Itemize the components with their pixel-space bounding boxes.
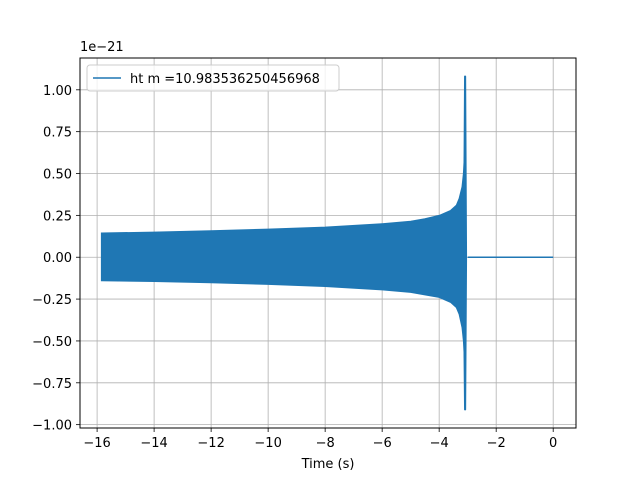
x-axis-label: Time (s) (301, 457, 355, 472)
legend: ht m =10.983536250456968 (86, 64, 340, 92)
y-tick-label: 1.00 (43, 84, 72, 99)
y-tick-label: −1.00 (32, 419, 72, 434)
plot-frame (79, 57, 577, 429)
y-tick-label: 0.25 (43, 209, 72, 224)
x-axis-ticks: −16 −14 −12 −10 −8 −6 −4 −2 0 (83, 428, 557, 451)
y-tick-label: −0.25 (32, 293, 72, 308)
y-tick-label: −0.50 (32, 335, 72, 350)
y-tick-label: 0.00 (43, 251, 72, 266)
legend-box (86, 64, 340, 92)
x-tick-label: −14 (140, 436, 167, 451)
x-tick-label: −16 (83, 436, 110, 451)
x-tick-label: −4 (430, 436, 449, 451)
x-tick-label: −8 (316, 436, 335, 451)
y-axis-offset-label: 1e−21 (80, 40, 124, 55)
x-tick-label: 0 (549, 436, 557, 451)
y-tick-label: 0.50 (43, 168, 72, 183)
legend-label: ht m =10.983536250456968 (130, 72, 320, 87)
y-axis-ticks: −1.00 −0.75 −0.50 −0.25 0.00 0.25 0.50 0.75 1.00 (32, 84, 80, 434)
merger-spike (463, 75, 468, 411)
y-tick-label: −0.75 (32, 377, 72, 392)
y-tick-label: 0.75 (43, 126, 72, 141)
series-layer (100, 75, 554, 411)
x-tick-label: −2 (487, 436, 506, 451)
x-tick-label: −12 (197, 436, 224, 451)
x-tick-label: −10 (254, 436, 281, 451)
x-tick-label: −6 (373, 436, 392, 451)
